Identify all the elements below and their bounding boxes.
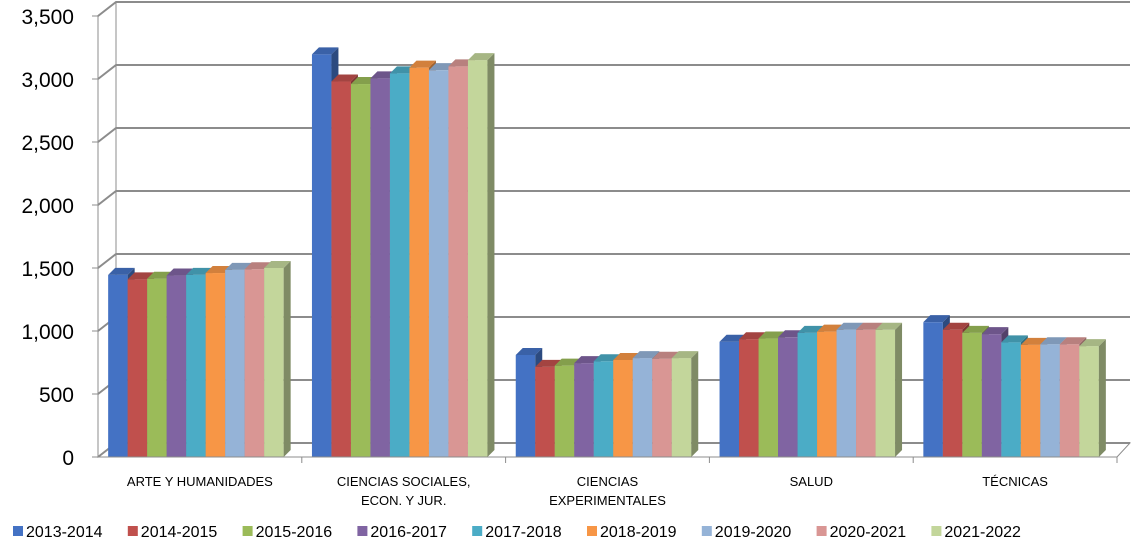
y-tick-label: 500 — [39, 384, 74, 407]
gridline — [97, 253, 1130, 269]
legend-item: 2020-2021 — [816, 524, 907, 541]
x-axis: ARTE Y HUMANIDADES CIENCIAS SOCIALES, ECON… — [98, 456, 1118, 508]
legend-item: 2016-2017 — [357, 524, 447, 541]
legend-label: 2020-2021 — [830, 524, 907, 541]
y-axis: 0 500 1,000 1,500 2,000 2,500 3,000 3,500 — [21, 6, 99, 470]
x-tick-label: TÉCNICAS — [982, 474, 1048, 489]
legend-swatch — [127, 526, 138, 536]
legend-label: 2018-2019 — [600, 524, 677, 541]
y-tick-label: 2,500 — [21, 132, 74, 155]
x-tick-label: CIENCIAS SOCIALES, ECON. Y JUR. — [337, 474, 471, 508]
legend-item: 2018-2019 — [587, 524, 677, 541]
legend-item: 2021-2022 — [931, 524, 1021, 541]
legend-label: 2019-2020 — [715, 524, 792, 541]
x-tick-label: SALUD — [790, 474, 833, 489]
legend-item: 2013-2014 — [13, 524, 103, 541]
y-tick-label: 1,000 — [21, 321, 74, 344]
gridline — [97, 1, 1130, 17]
legend-swatch — [13, 526, 23, 536]
x-tick-label: ARTE Y HUMANIDADES — [127, 474, 273, 489]
legend-swatch — [931, 526, 942, 536]
bar — [671, 351, 699, 457]
legend: 2013-2014 2014-2015 2015-2016 2016-2017 2017… — [13, 524, 1021, 541]
bar — [1079, 339, 1106, 457]
y-tick-label: 0 — [62, 447, 74, 470]
x-tick-label: CIENCIAS EXPERIMENTALES — [549, 474, 666, 508]
legend-swatch — [816, 526, 827, 536]
y-tick-label: 2,000 — [21, 195, 74, 218]
y-tick-label: 3,000 — [21, 69, 74, 92]
legend-swatch — [472, 526, 483, 536]
legend-item: 2017-2018 — [472, 524, 562, 541]
bar — [875, 322, 903, 457]
legend-item: 2015-2016 — [242, 524, 333, 541]
legend-item: 2014-2015 — [127, 524, 218, 541]
legend-label: 2016-2017 — [370, 524, 447, 541]
legend-label: 2014-2015 — [141, 524, 218, 541]
legend-item: 2019-2020 — [701, 524, 792, 541]
bar — [467, 53, 495, 457]
bar — [264, 261, 291, 457]
legend-label: 2015-2016 — [256, 524, 333, 541]
y-tick-label: 3,500 — [21, 6, 74, 29]
y-tick-label: 1,500 — [21, 258, 74, 281]
gridline — [97, 190, 1130, 206]
legend-swatch — [242, 526, 253, 536]
legend-label: 2017-2018 — [485, 524, 562, 541]
legend-swatch — [587, 526, 597, 536]
legend-label: 2013-2014 — [26, 524, 103, 541]
legend-swatch — [701, 526, 712, 536]
bars — [108, 47, 1106, 458]
gridline — [97, 64, 1130, 80]
gridline — [97, 127, 1130, 143]
legend-label: 2021-2022 — [944, 524, 1021, 541]
legend-swatch — [357, 526, 368, 536]
